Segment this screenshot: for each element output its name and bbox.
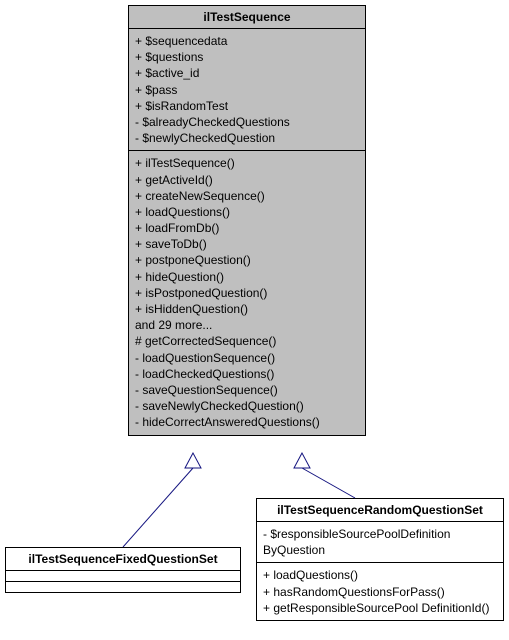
- methods-section: [6, 582, 240, 592]
- method: + saveToDb(): [135, 236, 359, 252]
- method: + loadFromDb(): [135, 220, 359, 236]
- method-more: and 29 more...: [135, 317, 359, 333]
- class-title: ilTestSequenceFixedQuestionSet: [6, 548, 240, 571]
- method: + loadQuestions(): [135, 204, 359, 220]
- attribute: + $active_id: [135, 65, 359, 81]
- method: + loadQuestions(): [263, 567, 497, 583]
- attributes-section: + $sequencedata + $questions + $active_i…: [129, 29, 365, 151]
- method: + createNewSequence(): [135, 188, 359, 204]
- inheritance-arrow-left: [123, 453, 201, 547]
- methods-section: + loadQuestions() + hasRandomQuestionsFo…: [257, 563, 503, 620]
- class-title: ilTestSequenceRandomQuestionSet: [257, 499, 503, 522]
- class-iltestsequencefixedquestionset: ilTestSequenceFixedQuestionSet: [5, 547, 241, 593]
- attributes-section: - $responsibleSourcePoolDefinition ByQue…: [257, 522, 503, 563]
- methods-section: + ilTestSequence() + getActiveId() + cre…: [129, 151, 365, 434]
- method: - hideCorrectAnsweredQuestions(): [135, 414, 359, 430]
- inheritance-arrow-right: [294, 453, 355, 498]
- class-iltestsequence: ilTestSequence + $sequencedata + $questi…: [128, 5, 366, 436]
- method: - loadCheckedQuestions(): [135, 366, 359, 382]
- attributes-section: [6, 571, 240, 582]
- method: - saveNewlyCheckedQuestion(): [135, 398, 359, 414]
- class-iltestsequencerandomquestionset: ilTestSequenceRandomQuestionSet - $respo…: [256, 498, 504, 621]
- attribute: - $alreadyCheckedQuestions: [135, 114, 359, 130]
- method: + getResponsibleSourcePool DefinitionId(…: [263, 600, 497, 616]
- method: + hasRandomQuestionsForPass(): [263, 584, 497, 600]
- attribute: + $sequencedata: [135, 33, 359, 49]
- attribute: + $pass: [135, 82, 359, 98]
- class-title: ilTestSequence: [129, 6, 365, 29]
- method: # getCorrectedSequence(): [135, 333, 359, 349]
- method: + isPostponedQuestion(): [135, 285, 359, 301]
- method: - saveQuestionSequence(): [135, 382, 359, 398]
- attribute: + $isRandomTest: [135, 98, 359, 114]
- method: + hideQuestion(): [135, 269, 359, 285]
- method: - loadQuestionSequence(): [135, 350, 359, 366]
- attribute: - $newlyCheckedQuestion: [135, 130, 359, 146]
- method: + isHiddenQuestion(): [135, 301, 359, 317]
- method: + ilTestSequence(): [135, 155, 359, 171]
- attribute: + $questions: [135, 49, 359, 65]
- method: + getActiveId(): [135, 172, 359, 188]
- method: + postponeQuestion(): [135, 252, 359, 268]
- attribute: - $responsibleSourcePoolDefinition ByQue…: [263, 526, 497, 558]
